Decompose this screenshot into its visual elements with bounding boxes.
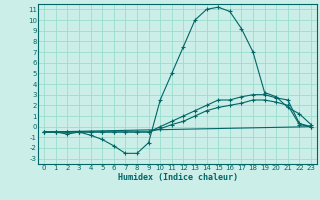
X-axis label: Humidex (Indice chaleur): Humidex (Indice chaleur) (118, 173, 238, 182)
